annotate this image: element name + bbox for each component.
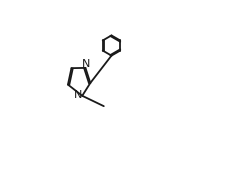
Text: N: N — [74, 90, 82, 100]
Text: N: N — [81, 59, 90, 69]
